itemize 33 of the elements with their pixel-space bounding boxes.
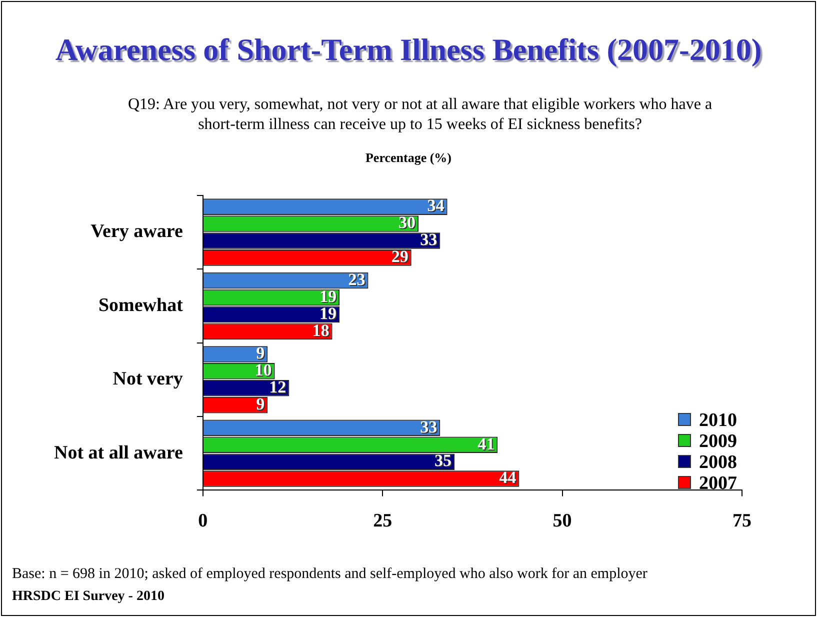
y-tick-label: Somewhat	[98, 294, 184, 316]
data-label: 33	[421, 418, 438, 438]
x-axis-title: Percentage (%)	[364, 150, 453, 166]
data-label: 12	[270, 378, 288, 398]
data-label: 9	[257, 344, 266, 364]
legend-label: 2008	[699, 452, 737, 473]
text: HRSDC EI Survey - 2010	[12, 589, 164, 605]
x-tick-label: 0	[198, 510, 208, 532]
legend-label: 2010	[699, 410, 737, 431]
data-label: 19	[320, 304, 338, 324]
data-label: 41	[478, 435, 496, 454]
data-label: 10	[256, 362, 273, 381]
data-label: 9	[257, 395, 266, 414]
chart-title: Awareness of Short-Term Illness Benefits (2007-2010)	[54, 32, 763, 68]
x-tick-label: 50	[552, 510, 572, 532]
legend-label: 2009	[699, 431, 737, 452]
x-tick-label: 75	[732, 510, 752, 532]
data-label: 44	[500, 469, 518, 488]
y-tick-label: Not very	[112, 368, 184, 390]
y-tick-label: Not at all aware	[54, 442, 183, 464]
data-label: 29	[392, 248, 410, 268]
legend-label: 2007	[699, 473, 737, 494]
data-label: 30	[400, 214, 417, 234]
chart-subtitle: Q19: Are you very, somewhat, not very or not at all aware that eligible workers who have a short-term illness can receive up to 15 weeks of EI sickness benefits?	[126, 95, 714, 135]
data-label: 18	[313, 322, 330, 341]
text: Base: n = 698 in 2010; asked of employed respondents and self-employed who also work for an employer	[12, 566, 648, 583]
y-tick-label: Very aware	[90, 221, 183, 242]
data-label: 23	[349, 270, 366, 290]
x-tick-label: 25	[373, 510, 392, 532]
data-label: 33	[421, 231, 438, 250]
data-label: 34	[428, 197, 446, 216]
data-label: 19	[320, 288, 338, 307]
data-label: 35	[434, 451, 452, 470]
